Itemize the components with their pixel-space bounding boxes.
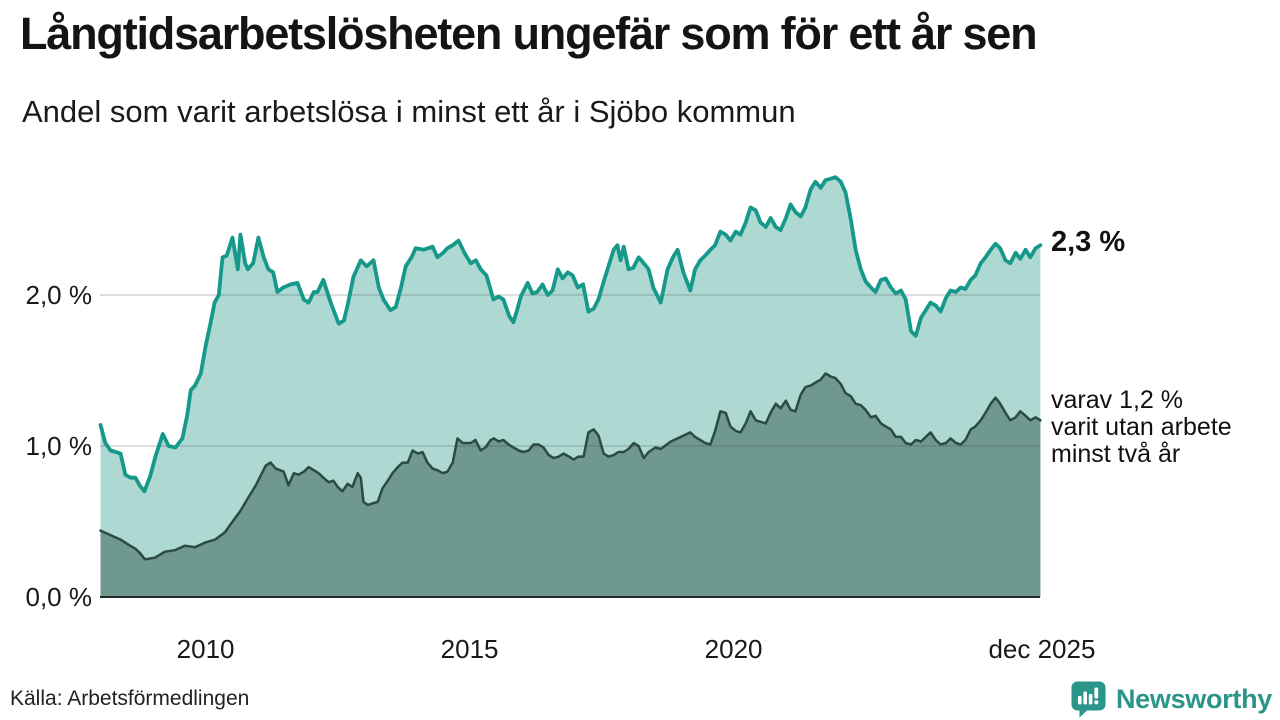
newsworthy-brand: Newsworthy	[1070, 680, 1272, 718]
logo-exclamation-dot	[1094, 700, 1099, 705]
logo-exclamation-bar	[1094, 687, 1099, 699]
total-line	[98, 175, 1043, 494]
y-tick-label: 2,0 %	[25, 280, 93, 310]
logo-speech-bubble	[1071, 681, 1106, 718]
x-tick-label: dec 2025	[988, 634, 1096, 664]
x-tick-label: 2015	[440, 634, 499, 664]
x-tick-label: 2010	[176, 634, 235, 664]
logo-bar-mid	[1088, 694, 1093, 705]
y-tick-label: 1,0 %	[25, 431, 93, 461]
two-year-area	[100, 373, 1041, 597]
source-credit: Källa: Arbetsförmedlingen	[10, 687, 250, 710]
latest-total-annotation: 2,3 %	[1051, 226, 1126, 258]
newsworthy-logo-icon	[1071, 681, 1106, 718]
newsworthy-brand-name: Newsworthy	[1115, 683, 1272, 714]
two-year-annotation-line-3: minst två år	[1051, 440, 1181, 468]
y-tick-label: 0,0 %	[25, 582, 93, 612]
chart-subtitle: Andel som varit arbetslösa i minst ett å…	[22, 94, 796, 129]
x-tick-label: 2020	[704, 634, 763, 664]
two-year-annotation-line-1: varav 1,2 %	[1051, 386, 1184, 414]
two-year-line	[99, 372, 1042, 561]
two-year-annotation-line-2: varit utan arbete	[1051, 413, 1232, 441]
two-year-annotation: varav 1,2 % varit utan arbete minst två …	[1051, 387, 1232, 468]
logo-bar-short	[1077, 696, 1082, 705]
logo-bar-tall	[1083, 691, 1087, 705]
page-title: Långtidsarbetslösheten ungefär som för e…	[20, 8, 1038, 59]
